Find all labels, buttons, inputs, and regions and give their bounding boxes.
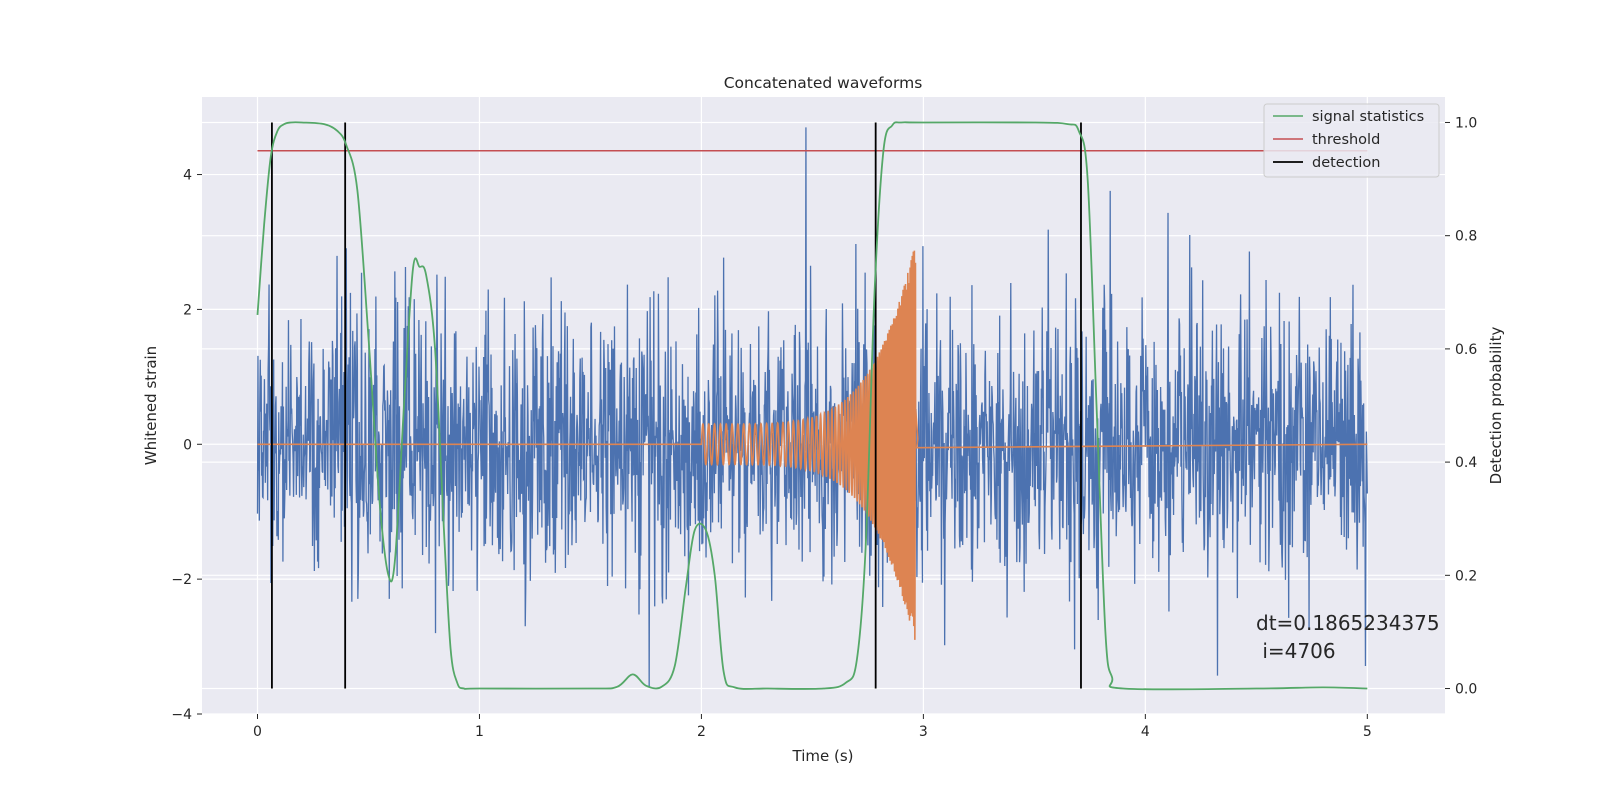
- annotation-dt: dt=0.1865234375: [1256, 611, 1440, 635]
- signal-statistics-line: [256, 121, 1368, 691]
- y-tick-label-right: 0.8: [1455, 229, 1477, 245]
- x-axis-label: Time (s): [792, 747, 854, 765]
- plot-series: [256, 121, 1368, 691]
- x-tick-label: 4: [1141, 724, 1150, 740]
- x-tick-label: 1: [475, 724, 484, 740]
- x-tick-label: 5: [1363, 724, 1372, 740]
- legend-label-threshold: threshold: [1312, 132, 1380, 148]
- template-chirp-line: [257, 250, 1368, 640]
- y-tick-label-right: 0.4: [1455, 455, 1477, 471]
- y-axis-label-left: Whitened strain: [142, 346, 160, 465]
- y-tick-label-left: −2: [171, 572, 192, 588]
- y-tick-label-left: 4: [183, 168, 192, 184]
- x-tick-label: 3: [919, 724, 928, 740]
- y-tick-label-left: 2: [183, 302, 192, 318]
- y-tick-label-left: 0: [183, 437, 192, 453]
- legend: signal statistics threshold detection: [1263, 103, 1440, 178]
- legend-label-signal-statistics: signal statistics: [1312, 109, 1424, 125]
- y-axis-label-right: Detection probability: [1487, 327, 1505, 485]
- legend-label-detection: detection: [1312, 155, 1380, 171]
- y-tick-label-right: 0.2: [1455, 568, 1477, 584]
- legend-frame: [1263, 103, 1440, 178]
- axis-ticks: 0 1 2 3 4 5 −4 −2 0 2 4 0.0 0.2 0.4 0.6 0.8 1.0: [171, 115, 1477, 740]
- y-tick-label-right: 0.6: [1455, 342, 1477, 358]
- x-tick-label: 2: [697, 724, 706, 740]
- strain-noise-line: [256, 127, 1368, 688]
- y-tick-label-right: 0.0: [1455, 682, 1477, 698]
- x-tick-label: 0: [253, 724, 262, 740]
- y-tick-label-right: 1.0: [1455, 115, 1477, 131]
- chart-title: Concatenated waveforms: [724, 74, 923, 92]
- annotation-index: i=4706: [1256, 639, 1336, 663]
- y-tick-label-left: −4: [171, 707, 192, 723]
